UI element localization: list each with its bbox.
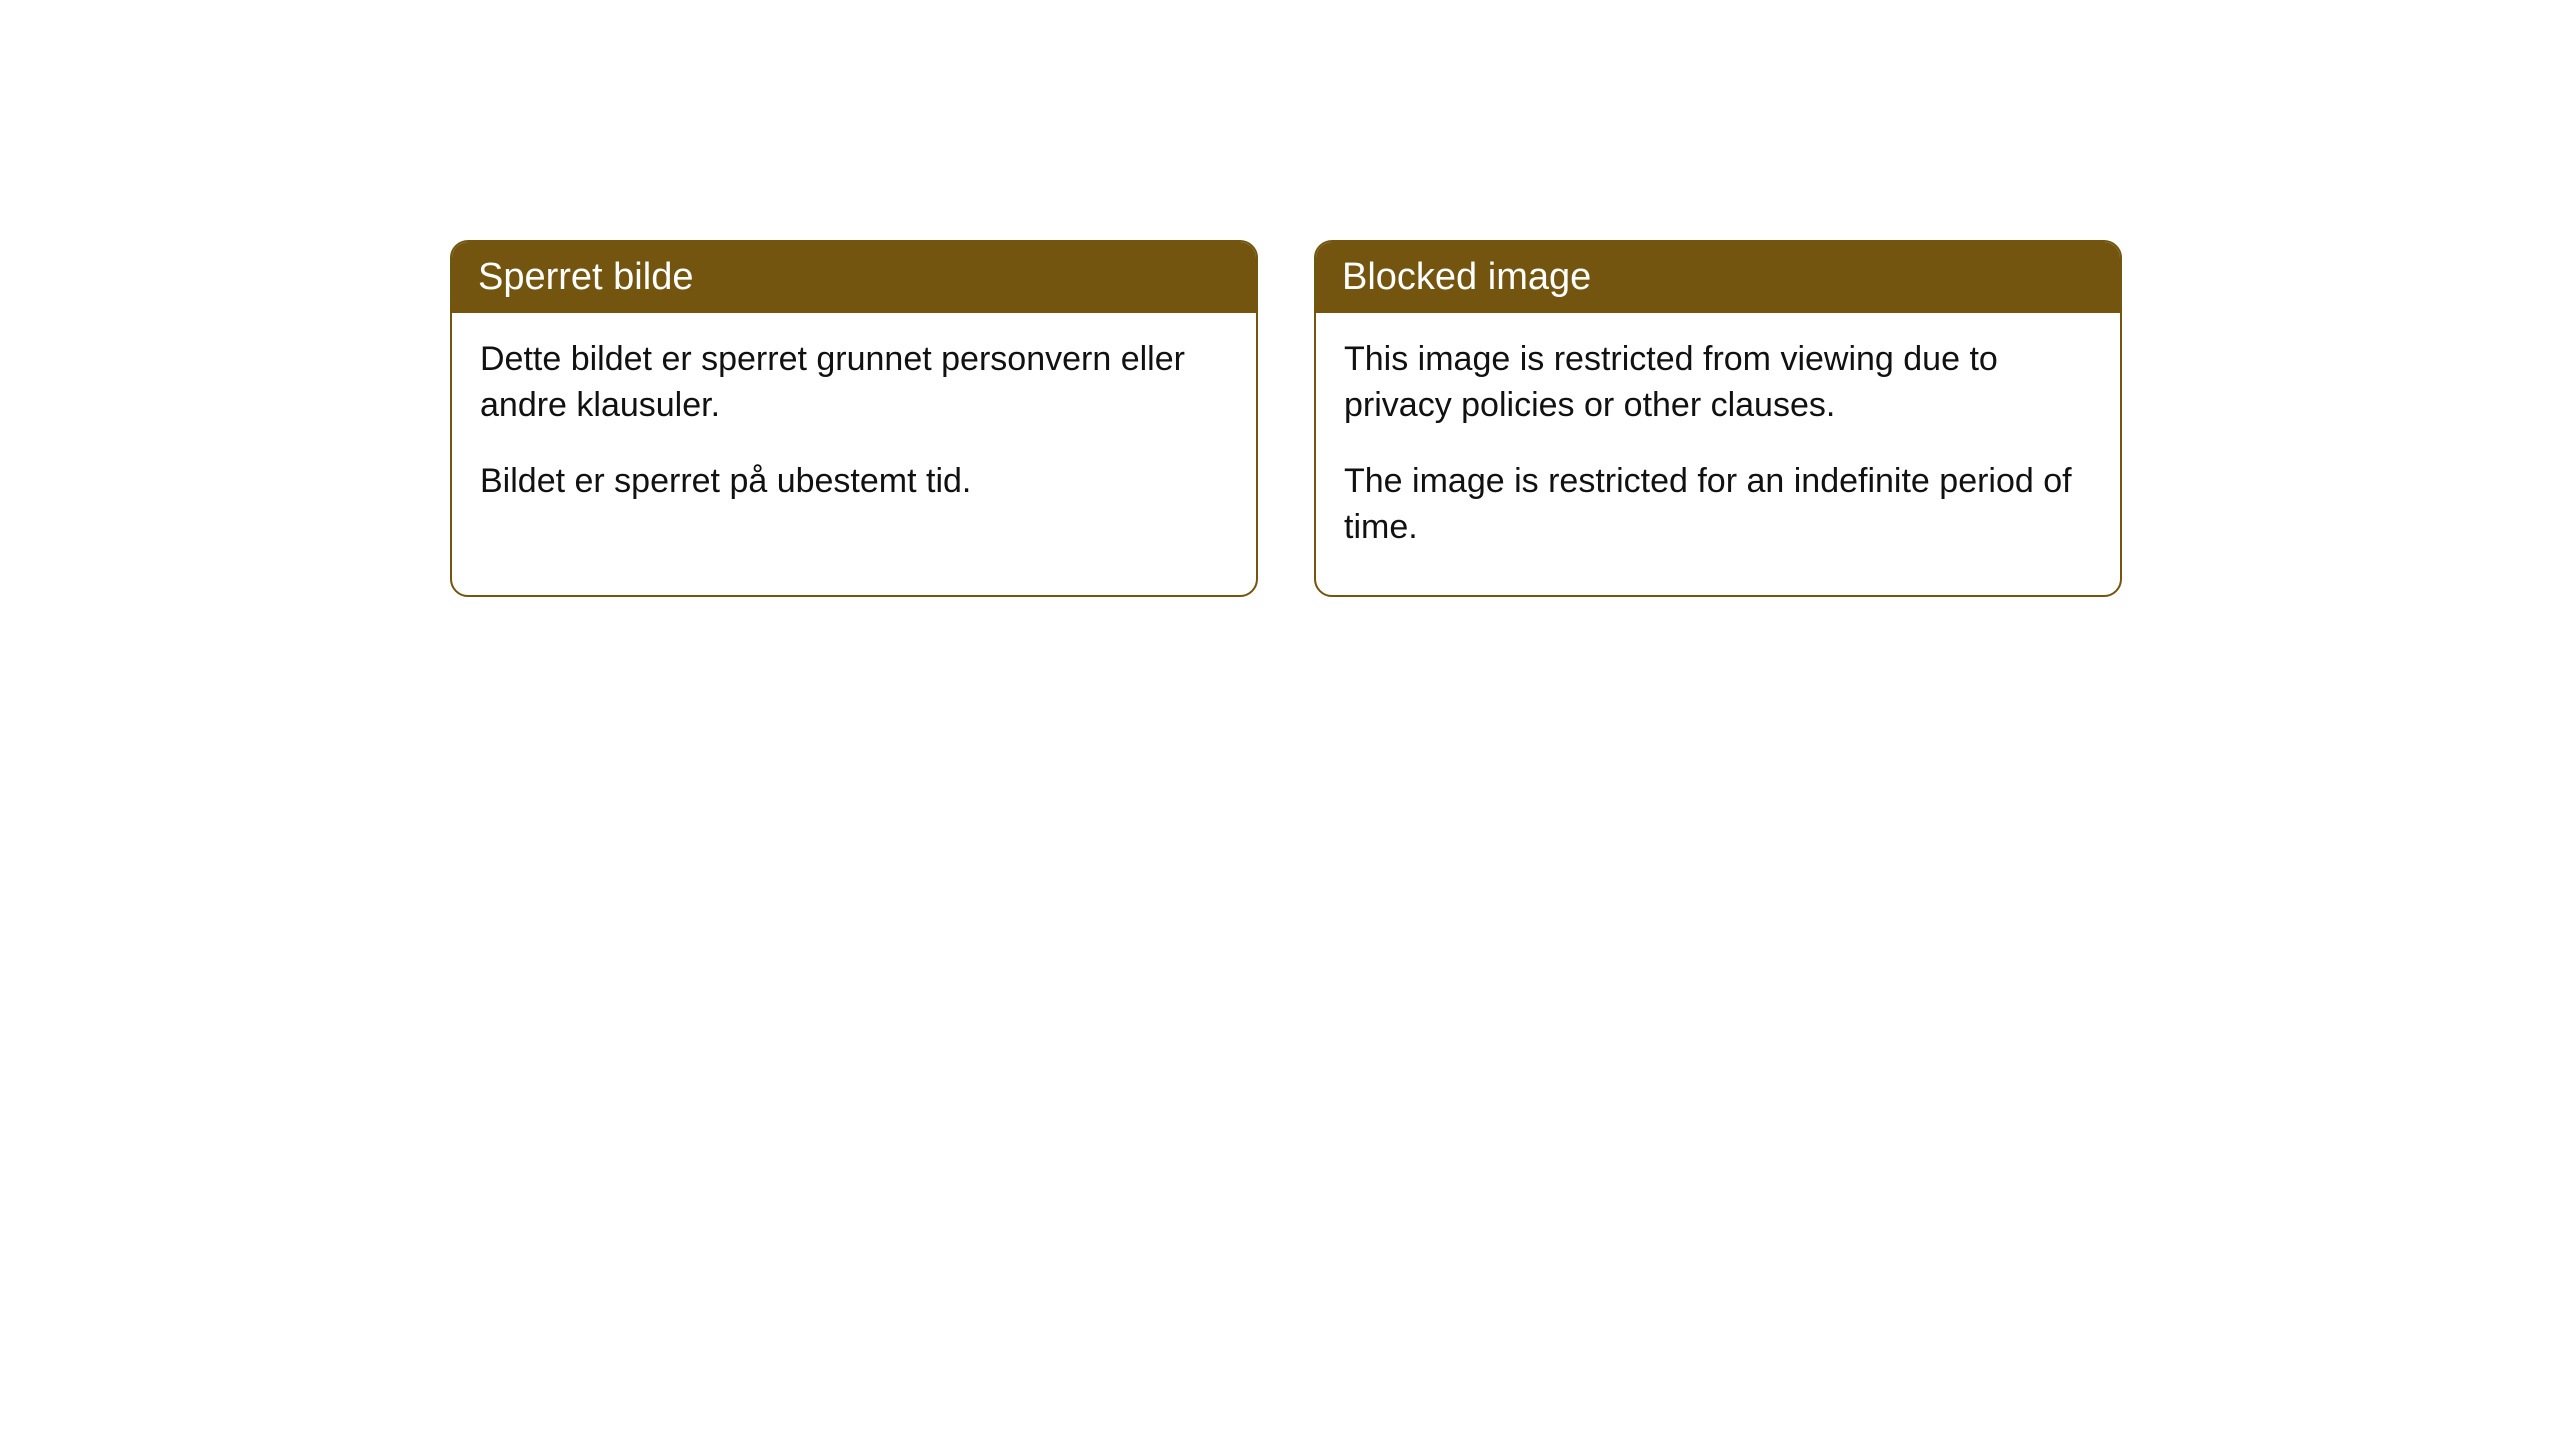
card-body-en: This image is restricted from viewing du… xyxy=(1316,313,2120,595)
card-paragraph-2-en: The image is restricted for an indefinit… xyxy=(1344,459,2092,551)
card-paragraph-1-no: Dette bildet er sperret grunnet personve… xyxy=(480,337,1228,429)
card-paragraph-1-en: This image is restricted from viewing du… xyxy=(1344,337,2092,429)
blocked-image-card-en: Blocked image This image is restricted f… xyxy=(1314,240,2122,597)
card-paragraph-2-no: Bildet er sperret på ubestemt tid. xyxy=(480,459,1228,505)
card-body-no: Dette bildet er sperret grunnet personve… xyxy=(452,313,1256,549)
card-header-no: Sperret bilde xyxy=(452,242,1256,313)
card-header-en: Blocked image xyxy=(1316,242,2120,313)
cards-container: Sperret bilde Dette bildet er sperret gr… xyxy=(450,240,2560,597)
blocked-image-card-no: Sperret bilde Dette bildet er sperret gr… xyxy=(450,240,1258,597)
